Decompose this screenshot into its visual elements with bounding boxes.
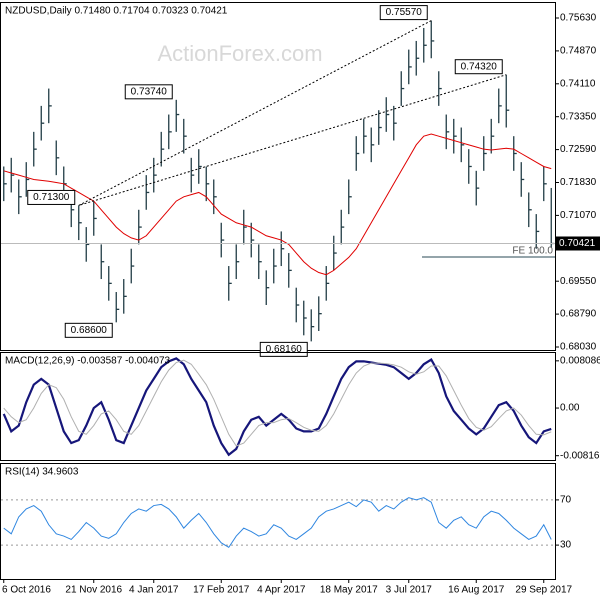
annotation-box [27,189,76,205]
y-tick-label: -0.008163 [560,450,600,461]
y-tick-label: 0.75630 [560,13,597,24]
annotation-box [124,84,173,100]
y-tick-label: 0.74870 [560,46,597,57]
x-tick-label: 16 Aug 2017 [448,585,505,596]
y-tick-label: 0.72590 [560,144,597,155]
y-tick-label: 0.74110 [560,78,596,89]
x-tick-label: 6 Oct 2016 [2,585,51,596]
panel-frame [0,463,556,580]
annotation-label: 0.71300 [33,192,70,203]
panel-title: MACD(12,26,9) -0.003587 -0.004073 [5,356,171,367]
moving-average [3,133,552,276]
fe-label: FE 100.0 [512,246,553,257]
x-tick-label: 4 Apr 2017 [257,585,306,596]
y-tick-label: 70 [560,495,572,506]
x-tick-label: 4 Jan 2017 [129,585,179,596]
x-tick-label: 17 Feb 2017 [193,585,250,596]
indicator-line [3,359,552,447]
panel-frame [0,352,556,461]
annotation-box [454,59,503,75]
x-tick-label: 18 May 2017 [320,585,378,596]
annotation-label: 0.74320 [461,61,498,72]
indicator-line [3,497,552,549]
y-tick-label: 0.68790 [560,309,597,320]
annotation-label: 0.75570 [386,7,423,18]
y-tick-label: 0.69550 [560,276,597,287]
x-tick-label: 29 Sep 2017 [515,585,572,596]
watermark: ActionForex.com [157,41,322,66]
y-tick-label: 0.71830 [560,177,597,188]
indicator-line [2,357,552,457]
y-tick-label: 0.00 [560,403,580,414]
annotation-label: 0.68160 [266,344,303,355]
last-price-label: 0.70421 [559,238,596,249]
y-tick-label: 0.008086 [560,355,600,366]
x-tick-label: 3 Jul 2017 [386,585,433,596]
panel-title: RSI(14) 34.9603 [5,467,79,478]
annotation-label: 0.73740 [131,86,168,97]
y-tick-label: 0.71070 [560,210,597,221]
annotation-label: 0.68600 [71,325,108,336]
y-tick-label: 0.73350 [560,111,597,122]
last-price-box [556,236,600,251]
y-tick-label: 30 [560,540,572,551]
swing-line [78,20,507,206]
annotation-box [64,322,113,338]
y-tick-label: 0.68030 [560,342,597,353]
panel-title: NZDUSD,Daily 0.71480 0.71704 0.70323 0.7… [5,6,228,17]
annotation-box [379,5,428,21]
x-tick-label: 21 Nov 2016 [65,585,122,596]
